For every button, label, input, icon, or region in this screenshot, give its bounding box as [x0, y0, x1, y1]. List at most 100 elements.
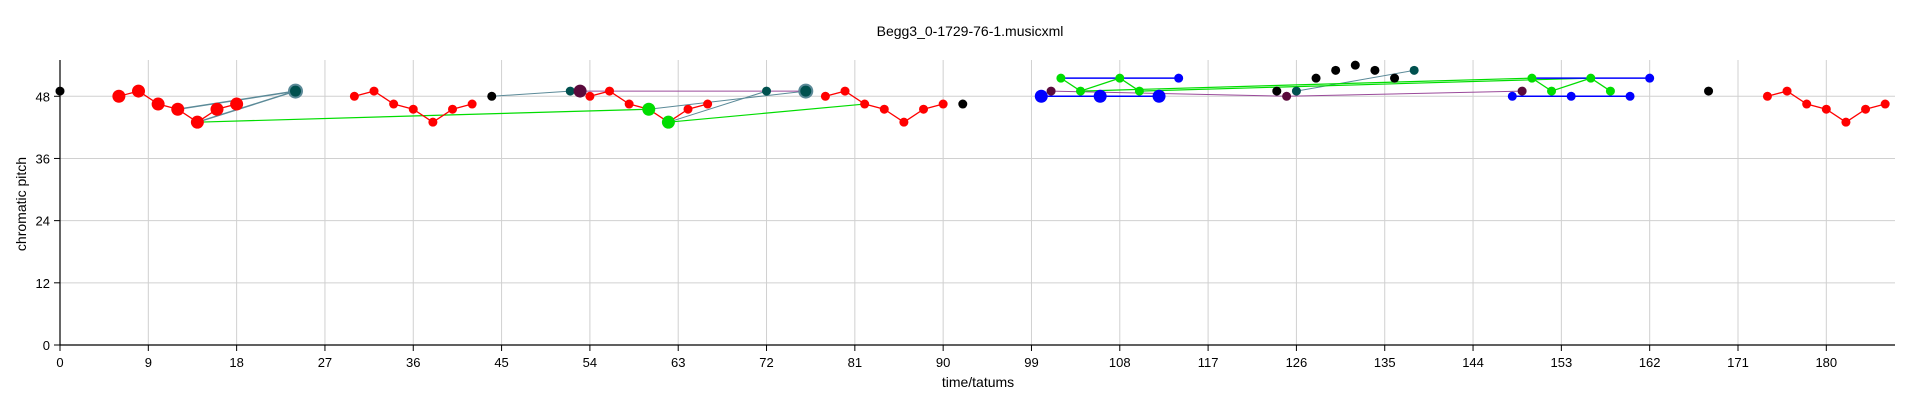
purple-note-point [1282, 91, 1292, 101]
x-tick-label: 81 [848, 355, 862, 370]
x-tick-label: 126 [1286, 355, 1308, 370]
red-note-point [369, 86, 379, 96]
green-note-point [1076, 86, 1086, 96]
blue-note-point [1034, 89, 1048, 103]
teal-note-point [762, 86, 772, 96]
black-note-point [1390, 73, 1400, 83]
voice-link-line [1080, 77, 1532, 92]
red-note-point [467, 99, 477, 109]
chart-title: Begg3_0-1729-76-1.musicxml [877, 23, 1064, 39]
red-note-point [860, 99, 870, 109]
y-axis-label: chromatic pitch [13, 157, 29, 251]
red-note-point [349, 91, 359, 101]
blue-note-point [1645, 73, 1655, 83]
teal-note-group [288, 83, 814, 99]
red-note-point [171, 102, 185, 116]
red-note-point [389, 99, 399, 109]
x-tick-label: 18 [229, 355, 243, 370]
axis-ticks: 0 9 18 27 36 45 54 63 72 81 90 99 108 117 126 135 144 153… [36, 89, 1838, 370]
red-note-point [151, 97, 165, 111]
green-note-point [1547, 86, 1557, 96]
black-note-point [1331, 65, 1341, 75]
voice-link-line [648, 90, 806, 110]
y-tick-label: 24 [36, 214, 50, 229]
teal-note-point [565, 86, 575, 96]
purple-note-point [573, 84, 587, 98]
red-note-point [1802, 99, 1812, 109]
x-tick-label: 63 [671, 355, 685, 370]
x-tick-label: 27 [318, 355, 332, 370]
grid-lines [59, 60, 1895, 346]
red-note-point [132, 84, 146, 98]
teal-note-group [565, 65, 1419, 96]
black-note-point [1704, 86, 1714, 96]
blue-note-point [1625, 91, 1635, 101]
red-note-point [624, 99, 634, 109]
blue-note-point [1152, 89, 1166, 103]
green-series-line [1060, 77, 1140, 92]
x-tick-label: 54 [583, 355, 597, 370]
red-note-point [938, 99, 948, 109]
red-note-point [840, 86, 850, 96]
red-note-point [820, 91, 830, 101]
red-note-point [1880, 99, 1890, 109]
red-note-group [1762, 86, 1890, 127]
x-tick-label: 36 [406, 355, 420, 370]
voice-link-line [491, 90, 571, 97]
red-note-point [190, 115, 204, 129]
green-note-group [1527, 73, 1615, 96]
black-note-point [487, 91, 497, 101]
purple-note-point [1517, 86, 1527, 96]
green-series-line [1531, 77, 1611, 92]
red-note-point [1762, 91, 1772, 101]
red-note-group [820, 86, 948, 127]
red-note-point [1841, 117, 1851, 127]
y-tick-label: 48 [36, 89, 50, 104]
green-note-point [642, 102, 656, 116]
voice-links [177, 69, 1650, 123]
purple-note-group [1046, 86, 1527, 101]
black-note-group [55, 60, 1714, 109]
green-note-point [1586, 73, 1596, 83]
note-series [55, 60, 1890, 129]
red-note-point [879, 104, 889, 114]
green-note-point [1056, 73, 1066, 83]
red-note-point [683, 104, 693, 114]
voice-link-line [197, 90, 296, 123]
voice-link-line [668, 103, 865, 123]
teal-note-point [288, 83, 304, 99]
y-tick-label: 0 [43, 338, 50, 353]
purple-note-group [573, 84, 587, 98]
red-note-point [230, 97, 244, 111]
blue-note-point [1507, 91, 1517, 101]
x-tick-label: 72 [759, 355, 773, 370]
voice-link-line [1286, 90, 1523, 97]
blue-note-point [1566, 91, 1576, 101]
x-tick-label: 171 [1727, 355, 1749, 370]
red-note-point [899, 117, 909, 127]
green-note-point [1134, 86, 1144, 96]
y-tick-label: 36 [36, 151, 50, 166]
red-note-group [112, 84, 244, 129]
x-tick-label: 9 [145, 355, 152, 370]
black-note-point [1370, 65, 1380, 75]
black-note-point [1311, 73, 1321, 83]
voice-link-line [1051, 90, 1287, 97]
red-note-point [605, 86, 615, 96]
red-note-point [585, 91, 595, 101]
x-tick-label: 108 [1109, 355, 1131, 370]
red-note-point [210, 102, 224, 116]
axes [59, 60, 1895, 346]
red-note-point [919, 104, 929, 114]
blue-note-group [1174, 73, 1655, 101]
x-tick-label: 0 [56, 355, 63, 370]
green-note-group [1056, 73, 1144, 96]
green-note-point [1605, 86, 1615, 96]
blue-note-point [1174, 73, 1184, 83]
red-note-point [703, 99, 713, 109]
voice-link-line [668, 90, 767, 123]
red-note-point [1861, 104, 1871, 114]
x-tick-label: 180 [1815, 355, 1837, 370]
black-note-point [958, 99, 968, 109]
x-tick-label: 144 [1462, 355, 1484, 370]
